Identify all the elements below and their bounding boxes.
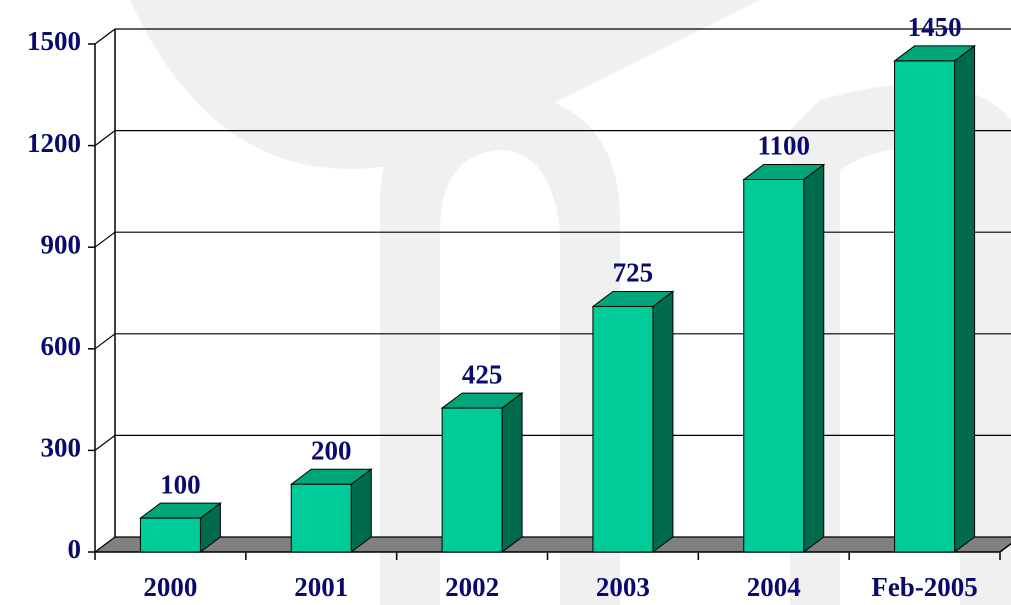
value-label: 100 (160, 469, 201, 499)
x-tick-label: 2004 (747, 572, 801, 602)
x-tick-label: 2002 (445, 572, 499, 602)
value-label: 1450 (908, 12, 962, 42)
y-tick-label: 300 (41, 433, 82, 463)
grid-diagonal (94, 536, 116, 553)
value-label: 1100 (757, 131, 810, 161)
y-tick-label: 0 (68, 534, 82, 564)
y-tick-label: 900 (41, 229, 82, 259)
value-label: 200 (311, 435, 352, 465)
x-axis-depth (999, 542, 1011, 553)
grid-diagonal (94, 231, 116, 248)
grid-diagonal (94, 333, 116, 350)
bar (591, 290, 675, 553)
y-tick-label: 1500 (27, 26, 81, 56)
bar-front (139, 517, 201, 553)
bar-front (743, 178, 805, 553)
bar (440, 392, 524, 554)
x-tick-label: 2003 (596, 572, 650, 602)
grid-diagonal (94, 434, 116, 451)
value-label: 725 (613, 258, 654, 288)
floor (95, 537, 1011, 552)
grid-diagonal (94, 130, 116, 147)
bar (289, 468, 373, 553)
bar-front (894, 60, 956, 553)
y-tick-label: 1200 (27, 128, 81, 158)
bar-side (501, 392, 523, 554)
bar-front (592, 305, 654, 553)
bar-side (803, 163, 825, 553)
bar (893, 44, 977, 553)
y-tick-label: 600 (41, 331, 82, 361)
watermark (130, 0, 1011, 605)
value-label: 425 (462, 359, 503, 389)
x-tick-label: Feb-2005 (871, 572, 977, 602)
bar (742, 163, 826, 553)
bar-front (441, 407, 503, 553)
bar-side (652, 290, 674, 553)
x-tick-label: 2001 (294, 572, 348, 602)
bar-side (954, 44, 976, 553)
grid-diagonal (94, 28, 116, 45)
x-tick-label: 2000 (143, 572, 197, 602)
bar (138, 502, 222, 553)
bar-front (290, 483, 352, 553)
